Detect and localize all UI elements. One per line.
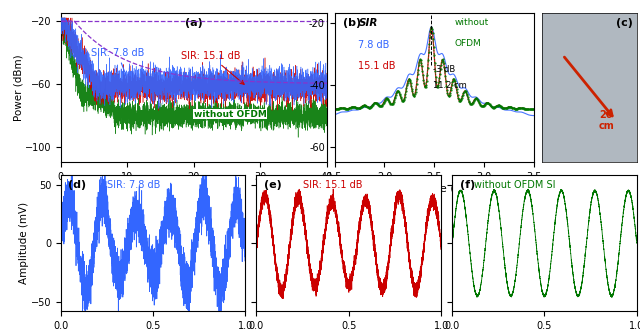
Text: (c): (c) [616,18,633,28]
Text: SIR: 15.1 dB: SIR: 15.1 dB [180,51,244,84]
Text: SIR: 7.8 dB: SIR: 7.8 dB [91,48,144,75]
Y-axis label: Amplitude (mV): Amplitude (mV) [19,202,29,284]
Text: 15.1 dB: 15.1 dB [358,61,396,71]
Text: (d): (d) [68,179,86,190]
Text: (a): (a) [185,18,203,28]
X-axis label: Distance (m): Distance (m) [158,183,230,193]
Text: (f): (f) [460,179,475,190]
Text: SIR: 7.8 dB: SIR: 7.8 dB [107,179,161,190]
Text: 7.8 dB: 7.8 dB [358,40,390,50]
Text: SIR: SIR [358,18,378,28]
Text: OFDM: OFDM [454,39,481,48]
Text: -3 dB: -3 dB [433,65,456,74]
Text: without OFDM: without OFDM [194,110,267,119]
Text: without: without [454,18,488,27]
X-axis label: Distance (m): Distance (m) [399,183,470,193]
Text: (b): (b) [342,18,361,28]
Text: SIR: 15.1 dB: SIR: 15.1 dB [303,179,362,190]
Text: without OFDM SI: without OFDM SI [474,179,556,190]
Y-axis label: Power (dBm): Power (dBm) [13,54,23,121]
Text: (e): (e) [264,179,282,190]
Text: 11.2 cm: 11.2 cm [433,81,467,90]
Text: 20
cm: 20 cm [598,110,614,131]
